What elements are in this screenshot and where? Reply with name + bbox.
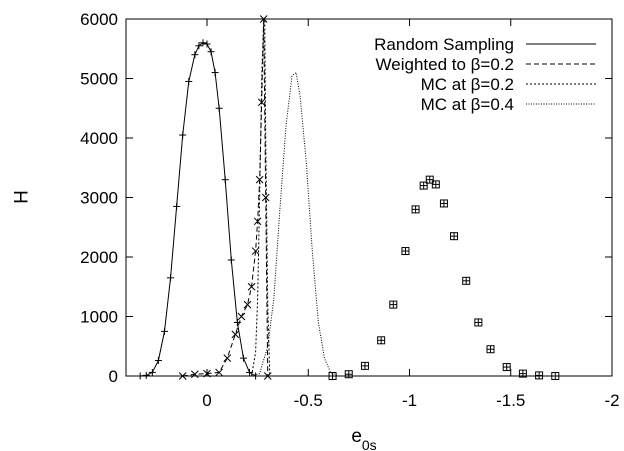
- data-point: [431, 180, 440, 189]
- legend-label: MC at β=0.2: [421, 75, 514, 94]
- series-line: [251, 71, 339, 377]
- data-point: [221, 176, 229, 184]
- data-point: [237, 312, 246, 321]
- data-point: [486, 345, 495, 354]
- data-point: [439, 199, 448, 208]
- data-point: [223, 354, 232, 363]
- data-point: [142, 371, 150, 379]
- data-point: [425, 175, 434, 184]
- x-tick-label: -2: [604, 391, 619, 410]
- data-point: [195, 42, 203, 50]
- data-point: [344, 370, 353, 379]
- data-point: [215, 368, 224, 377]
- series-layer: [136, 15, 560, 380]
- data-point: [328, 372, 337, 380]
- x-tick-label: -0.5: [294, 391, 323, 410]
- data-point: [215, 104, 223, 112]
- data-point: [360, 361, 369, 370]
- data-point: [136, 372, 144, 380]
- data-point: [160, 327, 168, 335]
- series-2: [251, 18, 271, 377]
- y-tick-label: 1000: [80, 308, 118, 327]
- data-point: [167, 274, 175, 282]
- data-point: [252, 372, 260, 380]
- data-point: [173, 202, 181, 210]
- data-point: [518, 369, 527, 378]
- series-0: [136, 39, 260, 380]
- legend-label: MC at β=0.4: [421, 95, 514, 114]
- data-point: [401, 247, 410, 256]
- y-tick-label: 0: [109, 367, 118, 386]
- data-point: [419, 181, 428, 190]
- data-point: [239, 354, 247, 362]
- data-point: [148, 368, 156, 376]
- data-point: [154, 357, 162, 365]
- data-point: [243, 300, 252, 309]
- y-tick-label: 6000: [80, 10, 118, 29]
- y-tick-label: 4000: [80, 129, 118, 148]
- data-point: [474, 318, 483, 327]
- data-point: [211, 69, 219, 77]
- data-point: [551, 372, 560, 380]
- data-point: [231, 330, 240, 339]
- data-point: [178, 372, 187, 380]
- data-point: [203, 40, 211, 48]
- ticks-layer: 0 1000 2000 3000 4000 5000 6000 0 -0.5 -1 -1.5 -2: [80, 10, 619, 410]
- plot-border: [125, 18, 613, 377]
- x-tick-label: 0: [202, 391, 211, 410]
- data-point: [190, 370, 199, 379]
- y-tick-label: 2000: [80, 248, 118, 267]
- data-point: [179, 131, 187, 139]
- plot-frame: [125, 18, 613, 377]
- data-point: [191, 51, 199, 59]
- y-tick-label: 3000: [80, 189, 118, 208]
- series-line: [251, 18, 271, 377]
- data-point: [207, 48, 215, 56]
- series-line: [140, 42, 256, 377]
- data-point: [261, 193, 270, 202]
- y-axis-label: H: [9, 190, 30, 204]
- data-point: [377, 336, 386, 345]
- data-point: [199, 39, 207, 47]
- data-point: [251, 247, 260, 255]
- data-point: [185, 77, 193, 85]
- y-tick-label: 5000: [80, 70, 118, 89]
- data-point: [502, 363, 511, 372]
- data-point: [535, 371, 544, 380]
- series-4: [328, 175, 560, 380]
- legend-label: Weighted to β=0.2: [376, 55, 514, 74]
- data-point: [389, 300, 398, 309]
- data-point: [462, 276, 471, 285]
- x-tick-label: -1.5: [496, 391, 525, 410]
- data-point: [227, 256, 235, 264]
- data-point: [257, 98, 266, 107]
- data-point: [411, 205, 420, 214]
- series-3: [251, 71, 339, 377]
- x-tick-label: -1: [402, 391, 417, 410]
- legend-label: Random Sampling: [374, 35, 514, 54]
- data-point: [253, 217, 262, 226]
- series-1: [178, 15, 272, 380]
- x-axis-label: e0s: [351, 426, 376, 451]
- data-point: [450, 232, 459, 241]
- series-line: [182, 18, 269, 377]
- data-point: [247, 282, 256, 291]
- data-point: [246, 368, 254, 376]
